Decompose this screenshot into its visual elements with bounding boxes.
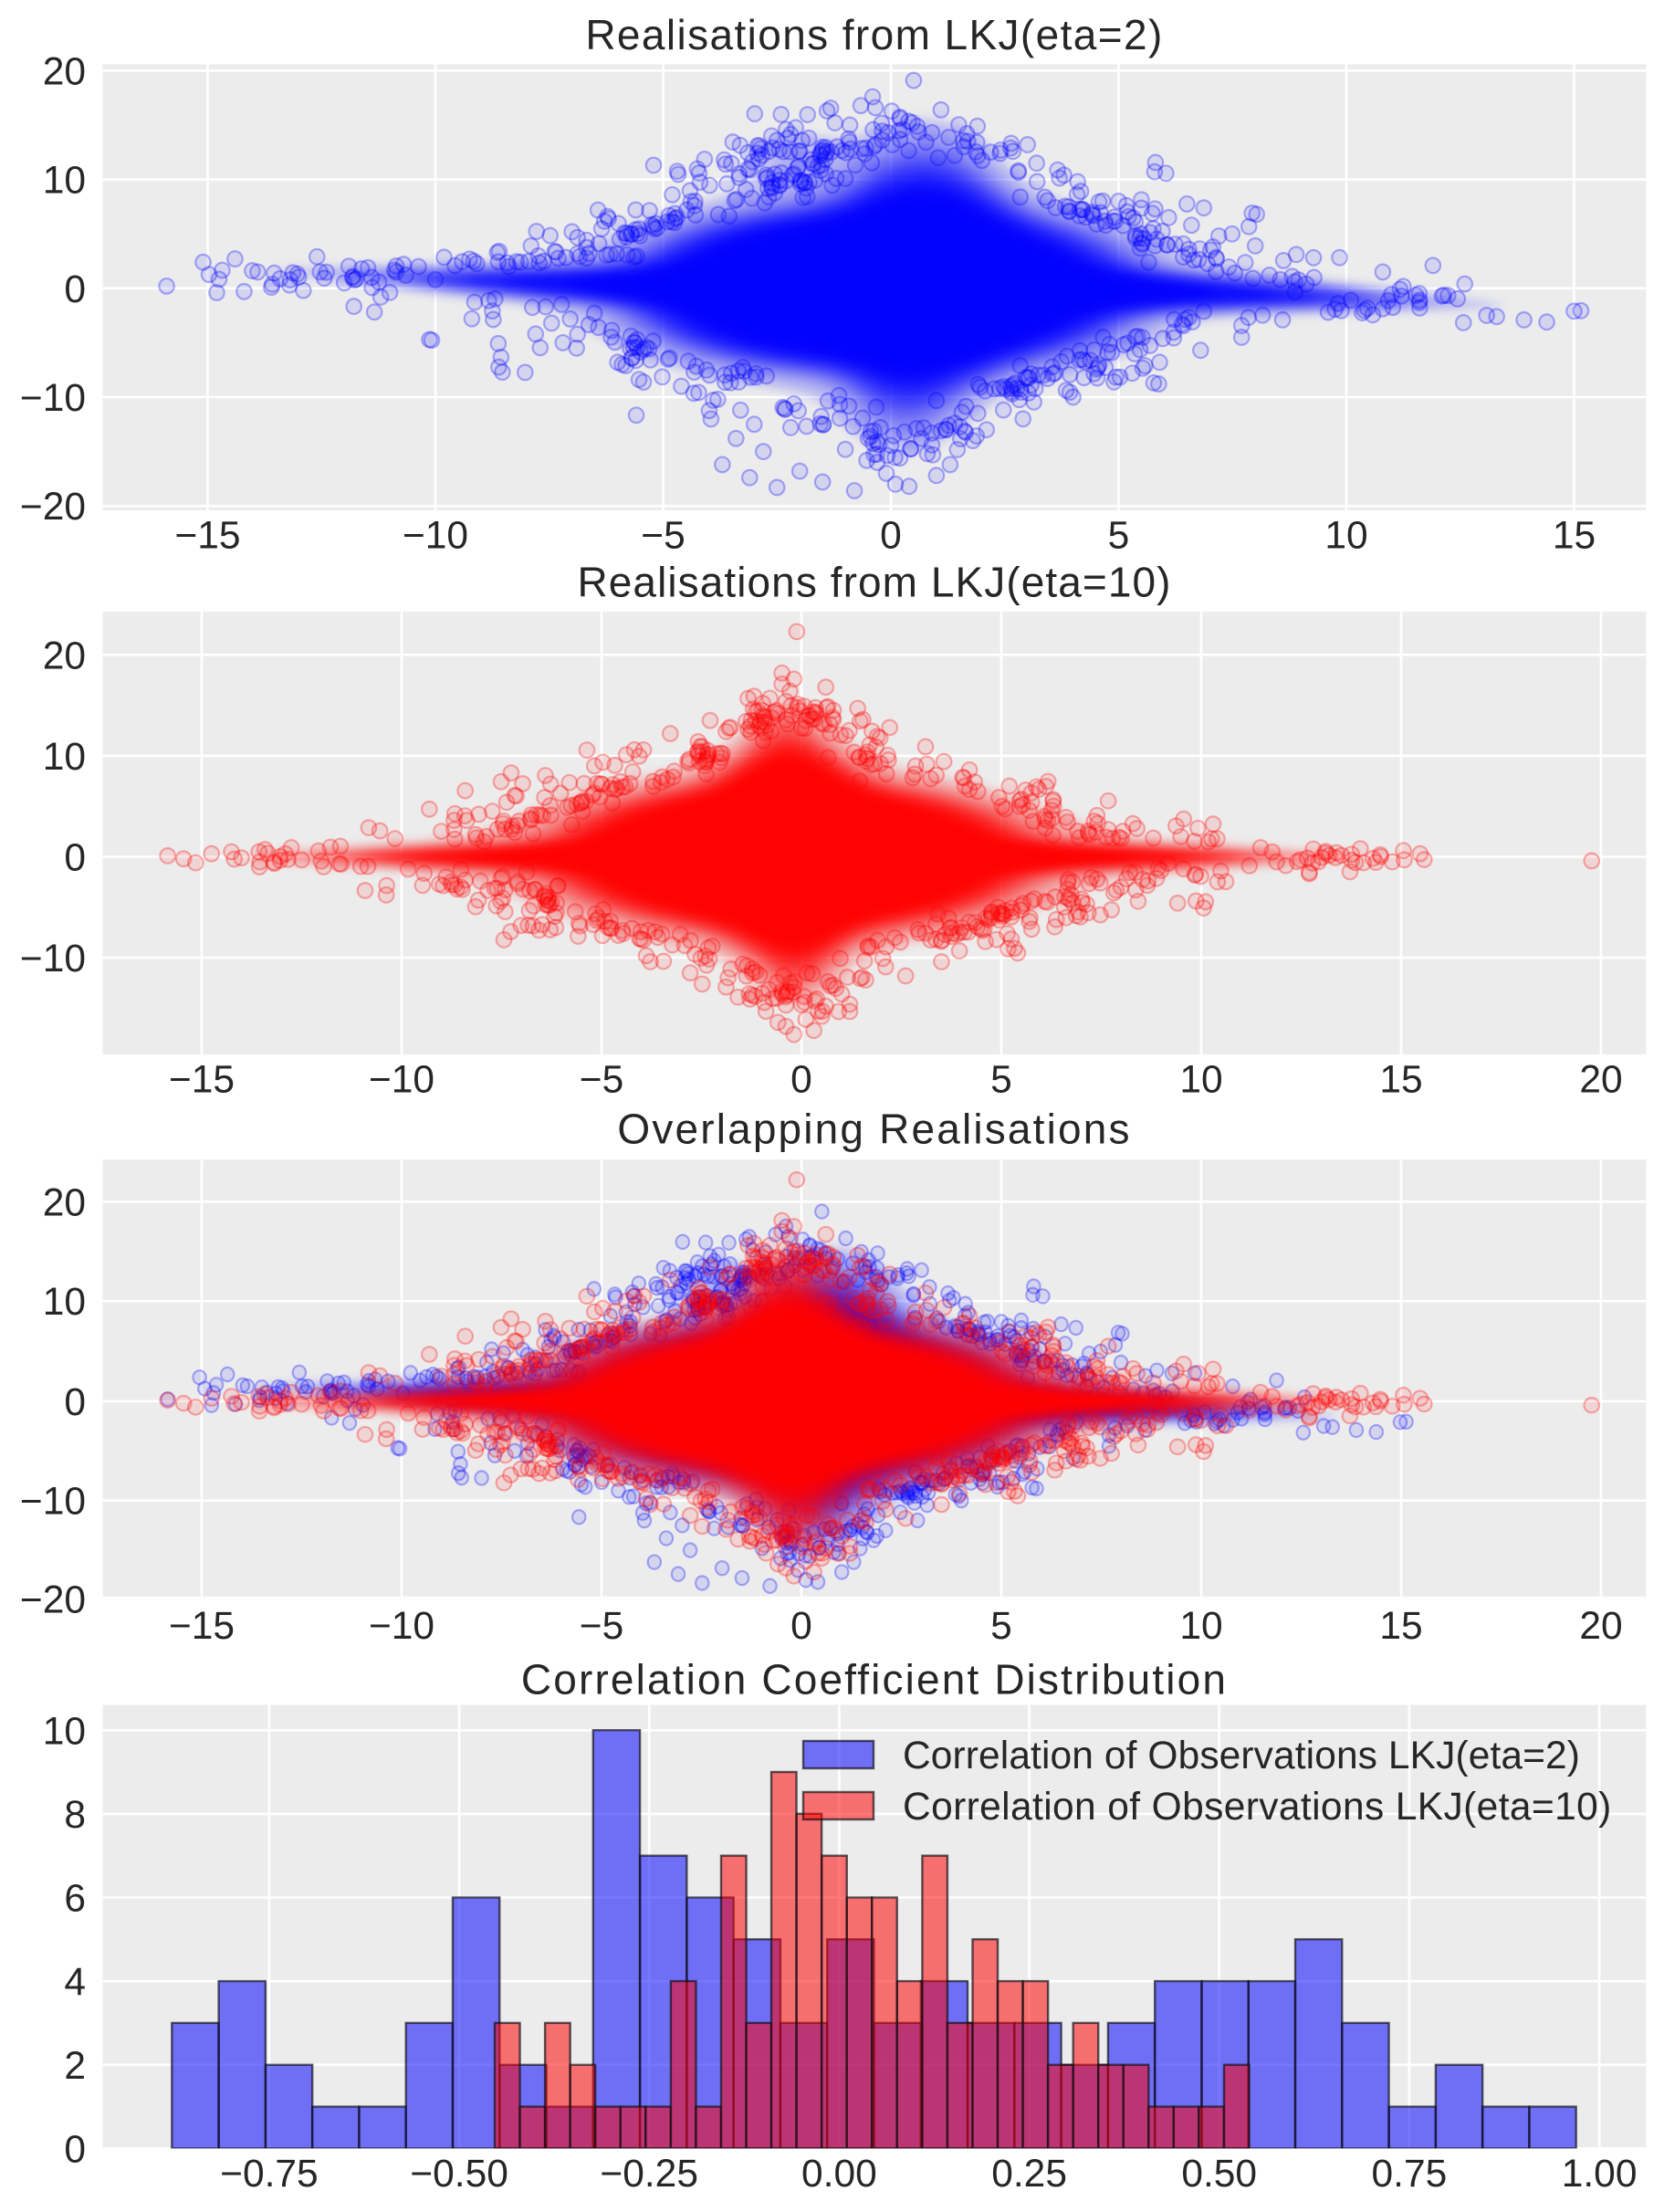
svg-text:Overlapping Realisations: Overlapping Realisations xyxy=(617,1106,1131,1153)
svg-text:−10: −10 xyxy=(369,1059,434,1102)
svg-text:20: 20 xyxy=(43,1181,86,1224)
svg-text:5: 5 xyxy=(990,1605,1012,1648)
svg-text:−0.50: −0.50 xyxy=(410,2153,508,2196)
svg-text:0.00: 0.00 xyxy=(801,2153,877,2196)
svg-text:−5: −5 xyxy=(580,1059,623,1102)
svg-text:−0.75: −0.75 xyxy=(220,2153,319,2196)
svg-text:8: 8 xyxy=(64,1794,86,1837)
svg-text:−15: −15 xyxy=(174,515,240,558)
svg-text:10: 10 xyxy=(43,736,86,779)
svg-text:0.75: 0.75 xyxy=(1372,2153,1448,2196)
svg-text:20: 20 xyxy=(43,50,86,93)
svg-text:0: 0 xyxy=(64,1381,86,1424)
svg-text:−10: −10 xyxy=(403,515,468,558)
svg-text:0: 0 xyxy=(64,268,86,311)
svg-text:10: 10 xyxy=(43,1710,86,1753)
svg-text:0: 0 xyxy=(64,2128,86,2171)
svg-text:10: 10 xyxy=(1179,1605,1222,1648)
svg-text:20: 20 xyxy=(1579,1605,1622,1648)
svg-text:15: 15 xyxy=(1379,1605,1422,1648)
svg-text:Realisations from LKJ(eta=2): Realisations from LKJ(eta=2) xyxy=(585,11,1163,58)
svg-text:−15: −15 xyxy=(169,1059,235,1102)
svg-text:−5: −5 xyxy=(641,515,685,558)
svg-text:10: 10 xyxy=(43,160,86,203)
svg-text:20: 20 xyxy=(1579,1059,1622,1102)
svg-text:10: 10 xyxy=(43,1281,86,1324)
svg-text:0.25: 0.25 xyxy=(991,2153,1067,2196)
svg-text:2: 2 xyxy=(64,2045,86,2088)
svg-text:Correlation of Observations LK: Correlation of Observations LKJ(eta=2) xyxy=(903,1735,1580,1777)
svg-text:10: 10 xyxy=(1324,515,1367,558)
svg-text:0.50: 0.50 xyxy=(1181,2153,1257,2196)
svg-text:Correlation of Observations LK: Correlation of Observations LKJ(eta=10) xyxy=(903,1786,1612,1829)
svg-text:20: 20 xyxy=(43,634,86,677)
svg-text:0: 0 xyxy=(790,1605,812,1648)
svg-text:0: 0 xyxy=(790,1059,812,1102)
svg-text:6: 6 xyxy=(64,1878,86,1921)
svg-text:Correlation Coefficient Distri: Correlation Coefficient Distribution xyxy=(521,1656,1228,1704)
svg-text:−10: −10 xyxy=(369,1605,434,1648)
svg-text:−10: −10 xyxy=(20,377,86,420)
svg-text:−15: −15 xyxy=(169,1605,235,1648)
svg-text:5: 5 xyxy=(990,1059,1012,1102)
svg-text:−10: −10 xyxy=(20,1481,86,1524)
svg-text:5: 5 xyxy=(1108,515,1130,558)
svg-text:0: 0 xyxy=(64,837,86,880)
svg-text:1.00: 1.00 xyxy=(1562,2153,1638,2196)
svg-text:−10: −10 xyxy=(20,938,86,980)
svg-text:0: 0 xyxy=(880,515,902,558)
svg-text:−0.25: −0.25 xyxy=(600,2153,698,2196)
svg-text:15: 15 xyxy=(1379,1059,1422,1102)
svg-text:15: 15 xyxy=(1553,515,1596,558)
svg-text:−20: −20 xyxy=(20,486,86,529)
svg-text:10: 10 xyxy=(1179,1059,1222,1102)
svg-text:−20: −20 xyxy=(20,1579,86,1622)
svg-text:−5: −5 xyxy=(580,1605,623,1648)
svg-text:4: 4 xyxy=(64,1961,86,2004)
svg-text:Realisations from LKJ(eta=10): Realisations from LKJ(eta=10) xyxy=(577,559,1171,606)
